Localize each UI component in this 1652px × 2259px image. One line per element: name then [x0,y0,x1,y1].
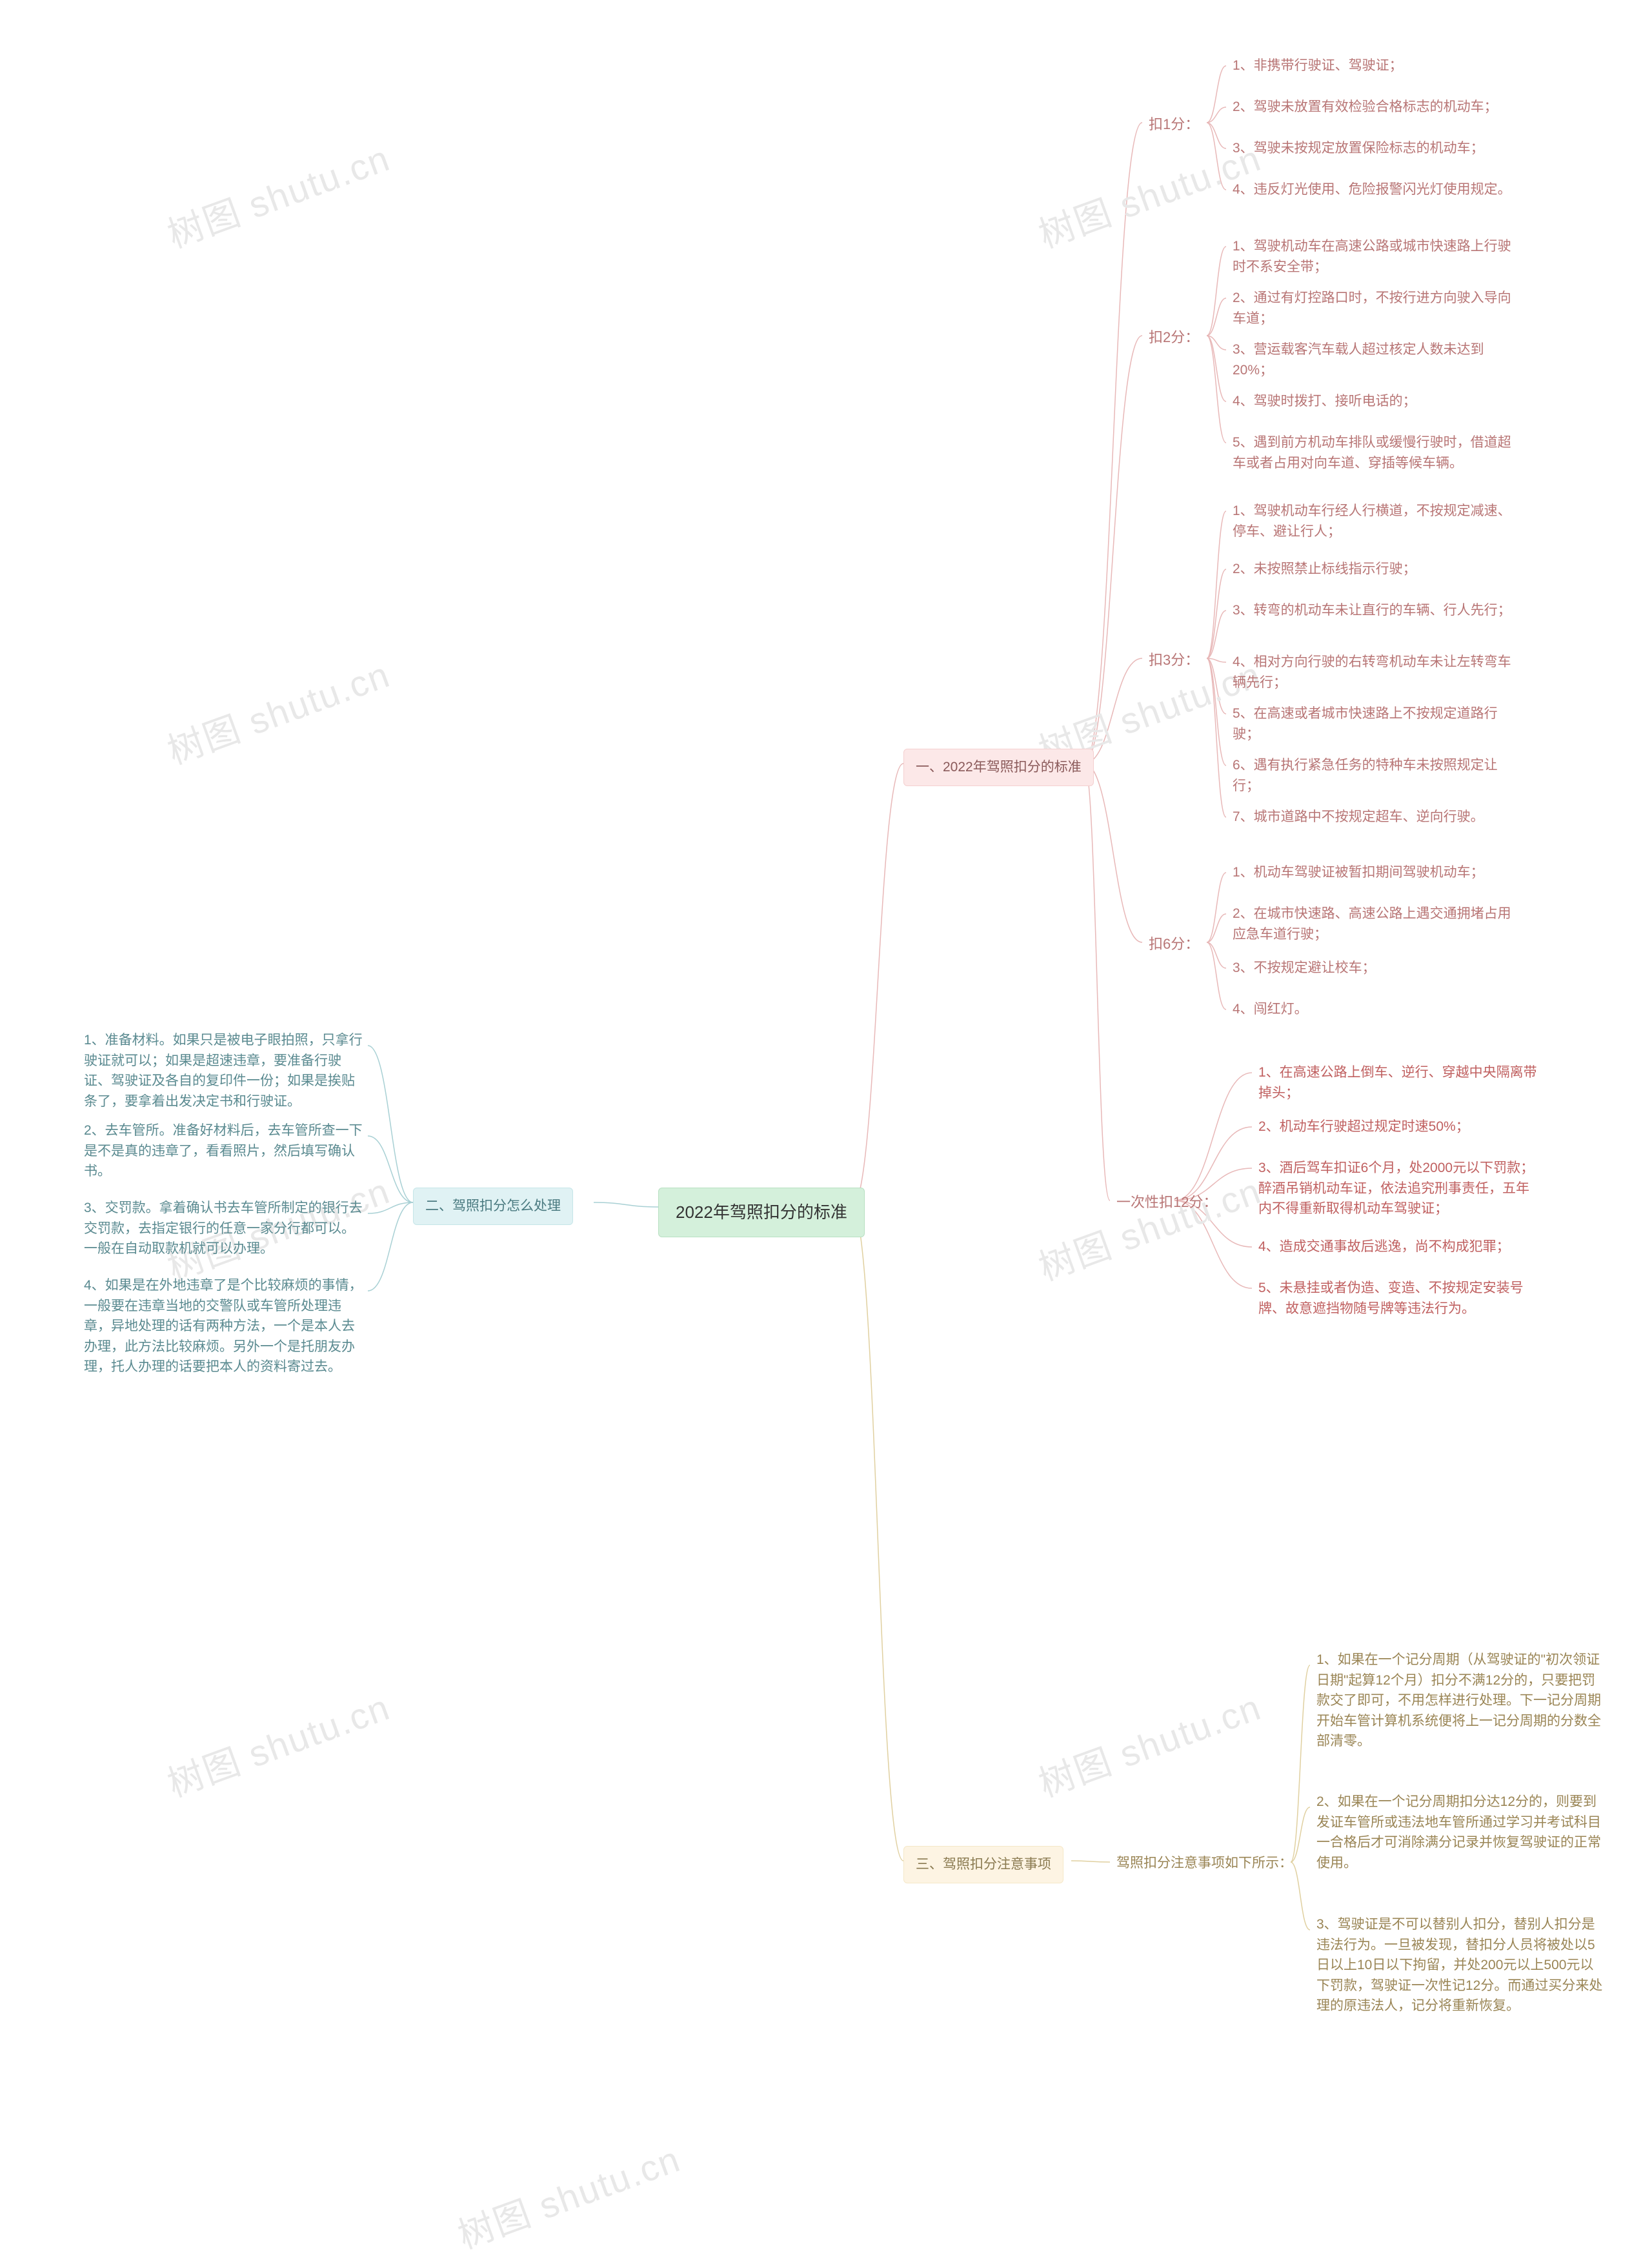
branch-b2: 二、驾照扣分怎么处理 [413,1188,573,1225]
leaf-c4-1: 2、在城市快速路、高速公路上遇交通拥堵占用应急车道行驶； [1226,900,1523,948]
leaf-c3-3: 4、相对方向行驶的右转弯机动车未让左转弯车辆先行； [1226,648,1523,696]
leaf-b3-1: 2、如果在一个记分周期扣分达12分的，则要到发证车管所或违法地车管所通过学习并考… [1310,1788,1613,1877]
leaf-c4-0: 1、机动车驾驶证被暂扣期间驾驶机动车； [1226,858,1491,887]
leaf-c3-2: 3、转弯的机动车未让直行的车辆、行人先行； [1226,596,1523,625]
watermark: 树图 shutu.cn [159,646,396,775]
category-c4: 扣6分： [1142,929,1205,958]
category-c3: 扣3分： [1142,645,1205,674]
leaf-c5-0: 1、在高速公路上倒车、逆行、穿越中央隔离带掉头； [1252,1059,1549,1107]
leaf-c2-1: 2、通过有灯控路口时，不按行进方向驶入导向车道； [1226,284,1523,332]
leaf-c1-3: 4、违反灯光使用、危险报警闪光灯使用规定。 [1226,176,1523,204]
leaf-c1-0: 1、非携带行驶证、驾驶证； [1226,52,1409,80]
leaf-c1-1: 2、驾驶未放置有效检验合格标志的机动车； [1226,93,1504,121]
leaf-b2-3: 4、如果是在外地违章了是个比较麻烦的事情，一般要在违章当地的交警队或车管所处理违… [77,1271,374,1381]
leaf-c3-0: 1、驾驶机动车行经人行横道，不按规定减速、停车、避让行人； [1226,497,1523,545]
category-c2: 扣2分： [1142,323,1205,352]
leaf-c3-6: 7、城市道路中不按规定超车、逆向行驶。 [1226,803,1491,831]
sublabel-b3: 驾照扣分注意事项如下所示： [1110,1849,1299,1878]
watermark: 树图 shutu.cn [450,2131,687,2259]
leaf-c3-1: 2、未按照禁止标线指示行驶； [1226,555,1423,583]
leaf-c4-2: 3、不按规定避让校车； [1226,954,1382,982]
leaf-c1-2: 3、驾驶未按规定放置保险标志的机动车； [1226,134,1491,163]
leaf-c2-2: 3、营运载客汽车载人超过核定人数未达到20%； [1226,336,1523,384]
leaf-c2-0: 1、驾驶机动车在高速公路或城市快速路上行驶时不系安全带； [1226,232,1523,281]
leaf-c4-3: 4、闯红灯。 [1226,995,1315,1024]
leaf-c5-2: 3、酒后驾车扣证6个月，处2000元以下罚款；醉酒吊销机动车证，依法追究刑事责任… [1252,1154,1549,1223]
leaf-c3-5: 6、遇有执行紧急任务的特种车未按照规定让行； [1226,751,1523,800]
leaf-b3-0: 1、如果在一个记分周期（从驾驶证的"初次领证日期"起算12个月）扣分不满12分的… [1310,1646,1613,1756]
leaf-c5-1: 2、机动车行驶超过规定时速50%； [1252,1113,1476,1141]
leaf-c5-4: 5、未悬挂或者伪造、变造、不按规定安装号牌、故意遮挡物随号牌等违法行为。 [1252,1274,1549,1322]
leaf-c2-4: 5、遇到前方机动车排队或缓慢行驶时，借道超车或者占用对向车道、穿插等候车辆。 [1226,429,1523,477]
leaf-b2-1: 2、去车管所。准备好材料后，去车管所查一下是不是真的违章了，看看照片，然后填写确… [77,1117,374,1186]
leaf-c5-3: 4、造成交通事故后逃逸，尚不构成犯罪； [1252,1233,1516,1261]
category-c1: 扣1分： [1142,110,1205,139]
leaf-c2-3: 4、驾驶时拨打、接听电话的； [1226,387,1423,416]
watermark: 树图 shutu.cn [1031,1162,1267,1292]
leaf-b2-2: 3、交罚款。拿着确认书去车管所制定的银行去交罚款，去指定银行的任意一家分行都可以… [77,1194,374,1263]
leaf-b2-0: 1、准备材料。如果只是被电子眼拍照，只拿行驶证就可以；如果是超速违章，要准备行驶… [77,1026,374,1115]
root-node: 2022年驾照扣分的标准 [658,1188,865,1237]
leaf-c3-4: 5、在高速或者城市快速路上不按规定道路行驶； [1226,700,1523,748]
watermark: 树图 shutu.cn [159,130,396,259]
leaf-b3-2: 3、驾驶证是不可以替别人扣分，替别人扣分是违法行为。一旦被发现，替扣分人员将被处… [1310,1910,1613,2020]
watermark: 树图 shutu.cn [1031,1679,1267,1808]
watermark: 树图 shutu.cn [159,1679,396,1808]
branch-b3: 三、驾照扣分注意事项 [903,1846,1063,1883]
category-c5: 一次性扣12分： [1110,1188,1224,1217]
branch-b1: 一、2022年驾照扣分的标准 [903,749,1094,786]
